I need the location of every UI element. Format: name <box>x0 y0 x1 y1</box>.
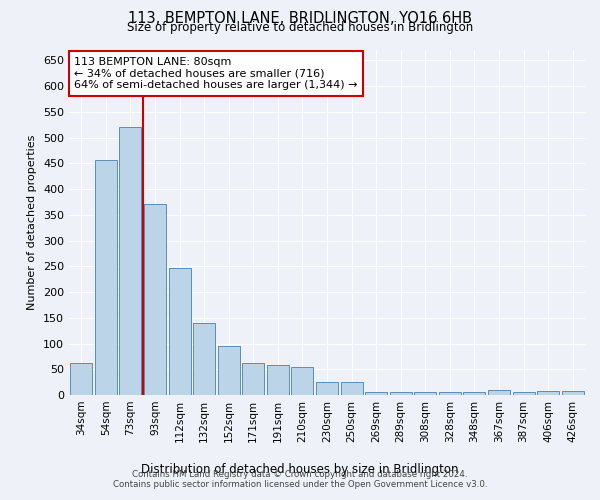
Bar <box>439 392 461 395</box>
Bar <box>341 382 362 395</box>
Bar <box>292 366 313 395</box>
Bar <box>562 391 584 395</box>
Text: Distribution of detached houses by size in Bridlington: Distribution of detached houses by size … <box>141 462 459 475</box>
Bar <box>119 127 142 395</box>
Bar <box>365 392 387 395</box>
Bar <box>512 392 535 395</box>
Text: 113, BEMPTON LANE, BRIDLINGTON, YO16 6HB: 113, BEMPTON LANE, BRIDLINGTON, YO16 6HB <box>128 11 472 26</box>
Y-axis label: Number of detached properties: Number of detached properties <box>28 135 37 310</box>
Bar <box>242 363 265 395</box>
Bar <box>70 363 92 395</box>
Bar <box>316 382 338 395</box>
Bar <box>463 392 485 395</box>
Text: Contains HM Land Registry data © Crown copyright and database right 2024.
Contai: Contains HM Land Registry data © Crown c… <box>113 470 487 489</box>
Bar <box>193 323 215 395</box>
Bar <box>537 391 559 395</box>
Text: 113 BEMPTON LANE: 80sqm
← 34% of detached houses are smaller (716)
64% of semi-d: 113 BEMPTON LANE: 80sqm ← 34% of detache… <box>74 57 358 90</box>
Bar <box>95 160 117 395</box>
Bar <box>414 392 436 395</box>
Bar <box>169 268 191 395</box>
Text: Size of property relative to detached houses in Bridlington: Size of property relative to detached ho… <box>127 22 473 35</box>
Bar <box>267 365 289 395</box>
Bar <box>218 346 240 395</box>
Bar <box>488 390 510 395</box>
Bar <box>144 204 166 395</box>
Bar <box>389 392 412 395</box>
